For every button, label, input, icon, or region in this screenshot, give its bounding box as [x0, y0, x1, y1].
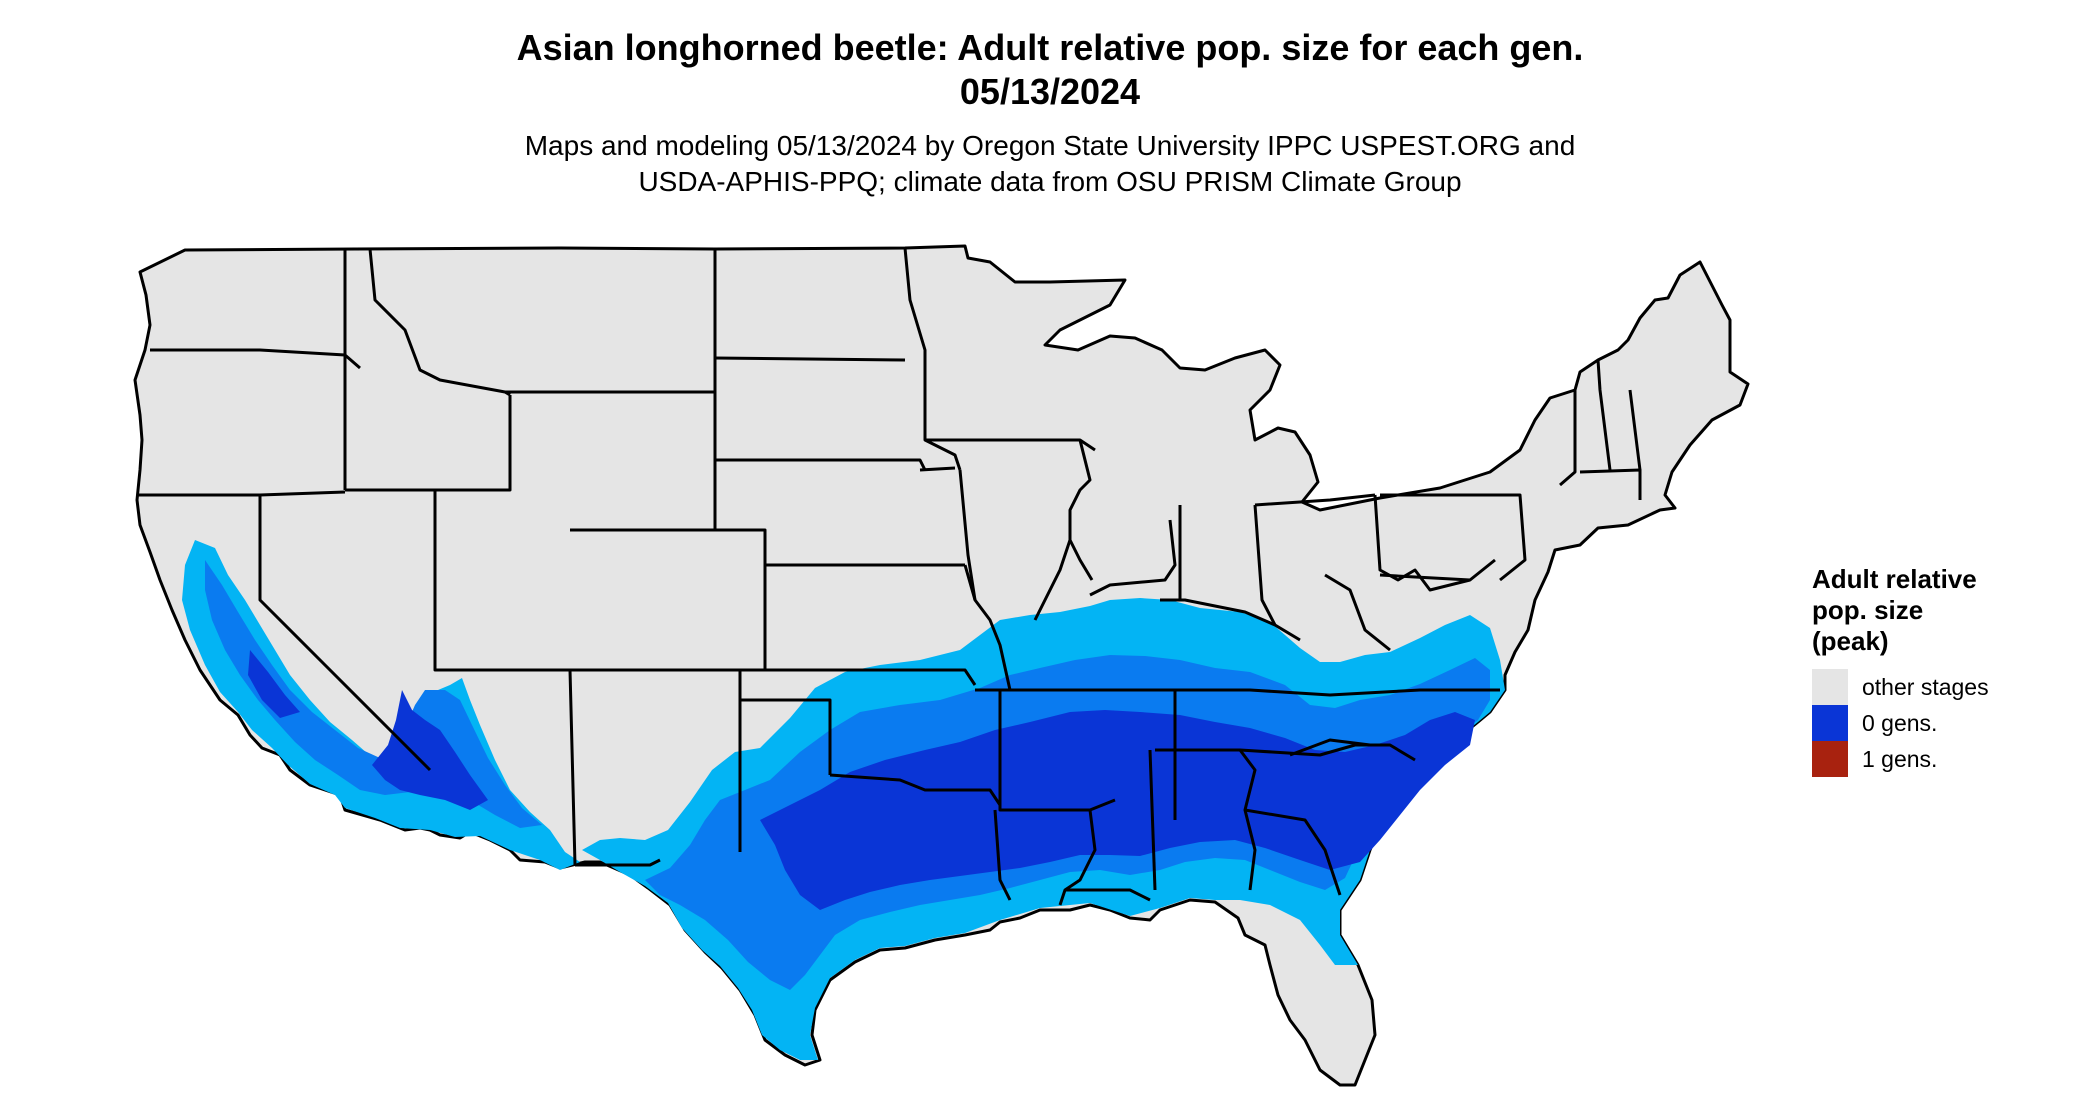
legend-item-1-gens: 1 gens. — [1812, 741, 2092, 777]
legend-title-line-3: (peak) — [1812, 626, 1889, 656]
map-subtitle: Maps and modeling 05/13/2024 by Oregon S… — [0, 128, 2100, 200]
legend: Adult relative pop. size (peak) other st… — [1812, 564, 2092, 777]
title-line-1: Asian longhorned beetle: Adult relative … — [516, 27, 1584, 68]
legend-item-other-stages: other stages — [1812, 669, 2092, 705]
title-line-2: 05/13/2024 — [959, 71, 1141, 112]
legend-label-0-gens: 0 gens. — [1862, 709, 1938, 736]
legend-title-line-2: pop. size — [1812, 595, 1924, 625]
legend-swatch-1-gens — [1812, 741, 1848, 777]
gen0-dark-shading — [248, 650, 1475, 910]
legend-label-1-gens: 1 gens. — [1862, 745, 1938, 772]
legend-title: Adult relative pop. size (peak) — [1812, 564, 2092, 657]
subtitle-line-2: USDA-APHIS-PPQ; climate data from OSU PR… — [638, 166, 1462, 197]
legend-label-other-stages: other stages — [1862, 673, 1989, 700]
legend-swatch-0-gens — [1812, 705, 1848, 741]
legend-swatch-other-stages — [1812, 669, 1848, 705]
map-title: Asian longhorned beetle: Adult relative … — [0, 26, 2100, 114]
state-borders — [137, 247, 1642, 906]
legend-title-line-1: Adult relative — [1812, 564, 1977, 594]
legend-item-0-gens: 0 gens. — [1812, 705, 2092, 741]
legend-items: other stages 0 gens. 1 gens. — [1812, 669, 2092, 777]
subtitle-line-1: Maps and modeling 05/13/2024 by Oregon S… — [524, 130, 1576, 161]
